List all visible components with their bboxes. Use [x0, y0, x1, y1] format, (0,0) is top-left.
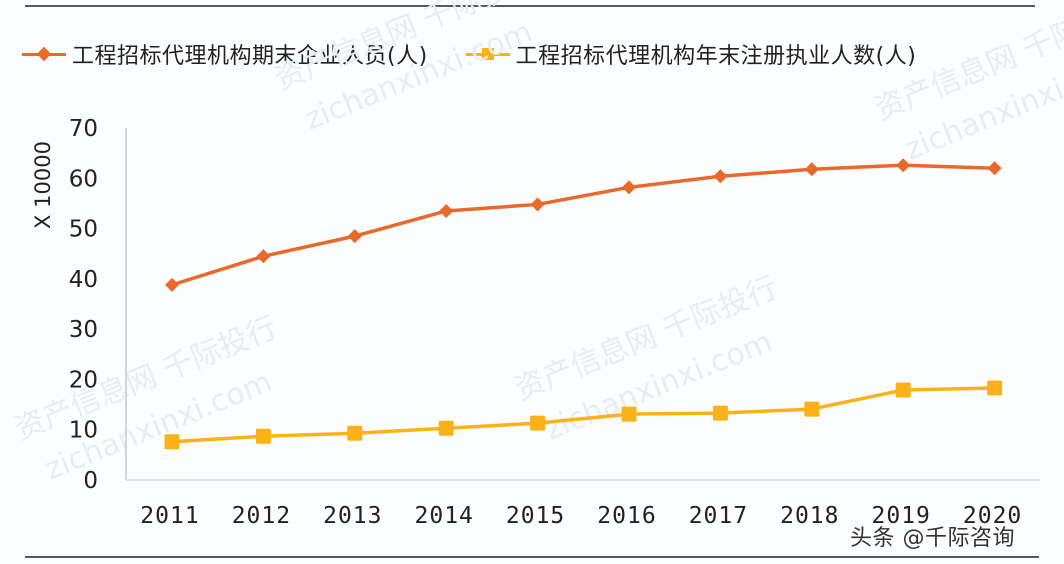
x-tick-label: 2011 — [140, 503, 199, 529]
diamond-marker-icon — [22, 44, 66, 64]
diamond-data-point[interactable] — [896, 158, 911, 173]
x-tick-label: 2018 — [780, 503, 839, 529]
diamond-data-point[interactable] — [987, 161, 1002, 176]
square-data-point[interactable] — [621, 406, 637, 422]
square-data-point[interactable] — [712, 405, 728, 421]
diamond-data-point[interactable] — [165, 277, 179, 292]
y-tick-label: 70 — [69, 116, 98, 142]
x-tick-label: 2017 — [689, 503, 748, 529]
diamond-data-point[interactable] — [530, 197, 545, 212]
source-caption: 头条 @千际咨询 — [850, 526, 1015, 551]
square-data-point[interactable] — [255, 428, 271, 444]
diamond-data-point[interactable] — [804, 162, 819, 177]
x-tick-label: 2012 — [232, 503, 291, 529]
square-data-point[interactable] — [804, 401, 820, 417]
series-line — [171, 163, 995, 287]
plot-series — [164, 158, 1003, 450]
legend-item-registered-practitioners[interactable]: 工程招标代理机构年末注册执业人数(人) — [465, 38, 917, 70]
diamond-data-point[interactable] — [622, 180, 636, 195]
y-tick-label: 50 — [69, 217, 98, 243]
square-data-point[interactable] — [164, 434, 180, 450]
diamond-data-point[interactable] — [439, 203, 454, 218]
x-tick-label: 2013 — [323, 503, 382, 529]
x-tick-label: 2020 — [963, 503, 1022, 529]
y-tick-label: 20 — [69, 367, 98, 393]
diamond-data-point[interactable] — [256, 249, 271, 264]
square-marker-icon — [465, 44, 510, 64]
x-axis: 2011 2012 2013 2014 2015 2016 2017 2018 2019 2020 — [126, 479, 1040, 529]
y-tick-label: 60 — [69, 166, 98, 192]
bottom-border-line — [25, 556, 1039, 558]
top-border-line — [25, 5, 1035, 7]
y-tick-label: 10 — [69, 418, 98, 444]
y-tick-label: 30 — [69, 317, 98, 343]
square-data-point[interactable] — [530, 415, 546, 431]
y-axis: 0 10 20 30 40 50 60 70 X 10000 — [31, 116, 127, 494]
y-axis-unit-label: X 10000 — [31, 141, 55, 229]
diamond-data-point[interactable] — [347, 229, 362, 244]
square-data-point[interactable] — [347, 425, 363, 441]
legend-label: 工程招标代理机构年末注册执业人数(人) — [515, 44, 917, 69]
square-data-point[interactable] — [438, 420, 454, 436]
legend-item-enterprise-staff[interactable]: 工程招标代理机构期末企业人员(人) — [22, 38, 428, 70]
square-data-point[interactable] — [895, 382, 911, 398]
x-tick-label: 2014 — [415, 503, 474, 529]
diamond-data-point[interactable] — [713, 169, 728, 184]
square-data-point[interactable] — [987, 380, 1003, 396]
y-tick-label: 40 — [69, 267, 98, 293]
x-tick-label: 2019 — [872, 503, 931, 529]
y-tick-label: 0 — [83, 468, 98, 494]
series-line — [171, 386, 995, 444]
chart-legend: 工程招标代理机构期末企业人员(人) 工程招标代理机构年末注册执业人数(人) — [22, 36, 916, 72]
legend-label: 工程招标代理机构期末企业人员(人) — [72, 44, 428, 69]
x-tick-label: 2015 — [506, 503, 565, 529]
x-tick-label: 2016 — [597, 503, 656, 529]
